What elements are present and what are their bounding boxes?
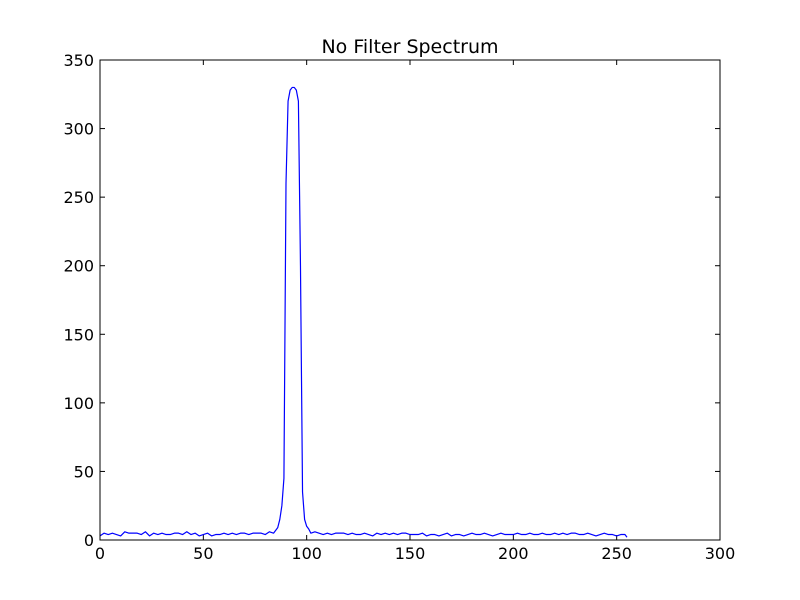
y-tick-label: 300	[63, 120, 94, 139]
series-group	[99, 86, 628, 538]
x-tick-label: 300	[705, 544, 736, 563]
y-tick-label: 350	[63, 51, 94, 70]
series-line	[99, 86, 628, 538]
y-tick-label: 50	[74, 462, 94, 481]
x-tick-label: 200	[498, 544, 529, 563]
x-tick-label: 150	[395, 544, 426, 563]
axis-ticks: 0 50 100 150 200 250 300 0 50 100 150 200 250 300 350	[63, 51, 735, 563]
x-tick-label: 250	[601, 544, 632, 563]
y-tick-label: 100	[63, 394, 94, 413]
axes-frame	[99, 59, 721, 541]
chart-title: No Filter Spectrum	[321, 36, 498, 58]
y-tick-label: 250	[63, 188, 94, 207]
y-tick-label: 200	[63, 257, 94, 276]
x-tick-label: 50	[193, 544, 213, 563]
x-tick-label: 0	[95, 544, 105, 563]
y-tick-label: 150	[63, 325, 94, 344]
x-tick-label: 100	[291, 544, 322, 563]
y-tick-label: 0	[84, 531, 94, 550]
